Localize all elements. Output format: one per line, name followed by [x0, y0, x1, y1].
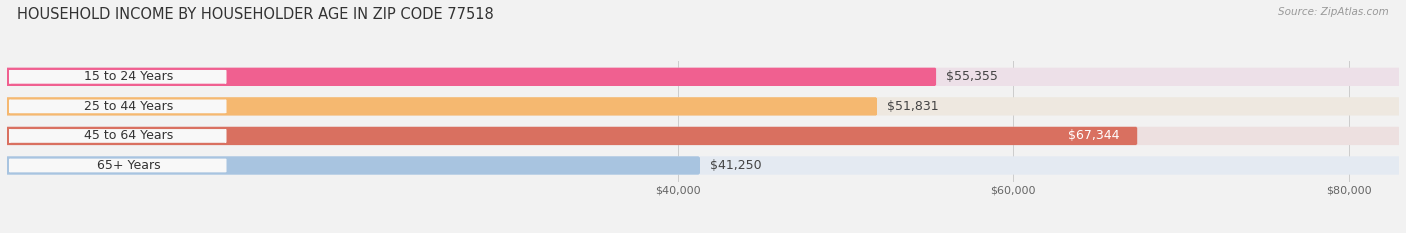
Text: 25 to 44 Years: 25 to 44 Years — [84, 100, 173, 113]
FancyBboxPatch shape — [7, 156, 1399, 175]
Text: 65+ Years: 65+ Years — [97, 159, 160, 172]
Text: $41,250: $41,250 — [710, 159, 762, 172]
FancyBboxPatch shape — [10, 159, 225, 172]
Text: $51,831: $51,831 — [887, 100, 939, 113]
FancyBboxPatch shape — [7, 127, 1136, 145]
FancyBboxPatch shape — [10, 129, 225, 143]
Text: 45 to 64 Years: 45 to 64 Years — [84, 130, 173, 142]
FancyBboxPatch shape — [7, 97, 876, 116]
Text: HOUSEHOLD INCOME BY HOUSEHOLDER AGE IN ZIP CODE 77518: HOUSEHOLD INCOME BY HOUSEHOLDER AGE IN Z… — [17, 7, 494, 22]
FancyBboxPatch shape — [10, 70, 225, 84]
FancyBboxPatch shape — [7, 68, 1399, 86]
FancyBboxPatch shape — [7, 127, 1399, 145]
Text: 15 to 24 Years: 15 to 24 Years — [84, 70, 173, 83]
Text: $55,355: $55,355 — [946, 70, 998, 83]
FancyBboxPatch shape — [10, 99, 225, 113]
FancyBboxPatch shape — [7, 97, 1399, 116]
FancyBboxPatch shape — [7, 68, 935, 86]
Text: Source: ZipAtlas.com: Source: ZipAtlas.com — [1278, 7, 1389, 17]
Text: $67,344: $67,344 — [1069, 130, 1119, 142]
FancyBboxPatch shape — [7, 156, 699, 175]
